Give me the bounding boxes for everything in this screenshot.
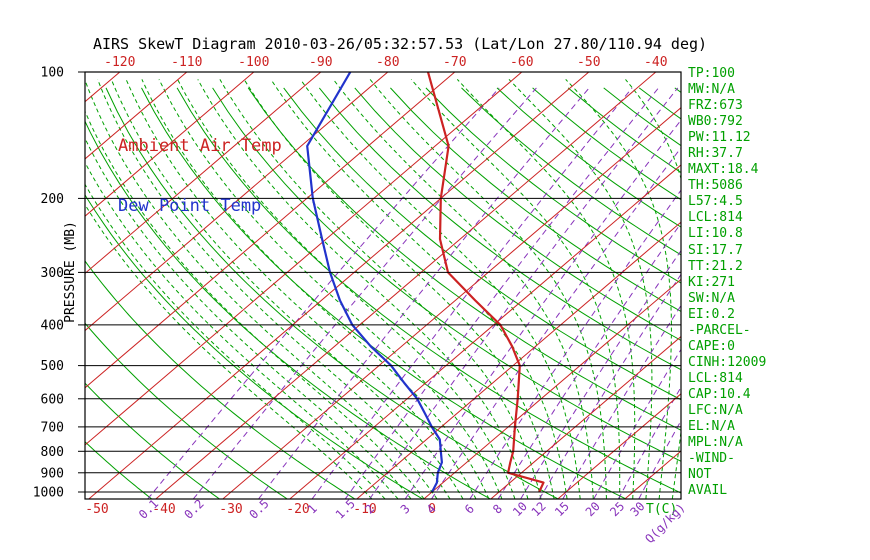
stat-line: LCL:814 — [688, 210, 743, 226]
svg-text:-120: -120 — [104, 55, 135, 70]
svg-text:800: 800 — [41, 445, 64, 460]
stat-line: MAXT:18.4 — [688, 162, 759, 178]
stat-line: LI:10.8 — [688, 226, 743, 242]
stat-line: TT:21.2 — [688, 258, 743, 274]
stat-line: L57:4.5 — [688, 194, 743, 210]
svg-text:-110: -110 — [171, 55, 202, 70]
stat-line: CAP:10.4 — [688, 386, 751, 402]
svg-text:300: 300 — [41, 266, 64, 281]
svg-text:1000: 1000 — [33, 486, 64, 501]
dewpoint-curve — [306, 72, 443, 493]
isotherm-lines — [85, 72, 681, 499]
svg-text:-20: -20 — [286, 502, 309, 517]
svg-text:0.5: 0.5 — [246, 497, 271, 522]
stat-line: EL:N/A — [688, 419, 735, 435]
svg-text:-70: -70 — [443, 55, 466, 70]
svg-text:20: 20 — [583, 499, 603, 519]
stat-line: LCL:814 — [688, 370, 743, 386]
svg-text:900: 900 — [41, 466, 64, 481]
svg-text:PRESSURE (MB): PRESSURE (MB) — [63, 221, 78, 323]
svg-text:500: 500 — [41, 359, 64, 374]
pressure-lines — [85, 71, 681, 493]
stat-line: AVAIL — [688, 483, 728, 499]
svg-text:0: 0 — [428, 502, 436, 517]
svg-text:-80: -80 — [376, 55, 399, 70]
stat-line: -WIND- — [688, 451, 735, 467]
svg-text:-100: -100 — [238, 55, 269, 70]
chart-title: AIRS SkewT Diagram 2010-03-26/05:32:57.5… — [92, 35, 708, 53]
plot-grid — [85, 72, 681, 499]
svg-text:8: 8 — [490, 502, 505, 517]
stats-panel: TP:100 MW:N/A FRZ:673 WB0:792 PW:11.12 RH:37.… — [688, 66, 766, 499]
svg-text:200: 200 — [41, 192, 64, 207]
stat-line: -PARCEL- — [688, 322, 751, 338]
stat-line: FRZ:673 — [688, 98, 743, 114]
svg-text:-40: -40 — [152, 502, 175, 517]
stat-line: KI:271 — [688, 274, 735, 290]
temperature-curve — [426, 72, 545, 493]
svg-text:-30: -30 — [219, 502, 242, 517]
svg-text:15: 15 — [552, 499, 572, 519]
svg-text:10: 10 — [510, 499, 530, 519]
stat-line: RH:37.7 — [688, 146, 743, 162]
stat-line: TP:100 — [688, 66, 735, 81]
svg-text:-50: -50 — [85, 502, 108, 517]
svg-text:6: 6 — [462, 502, 477, 517]
svg-text:600: 600 — [41, 392, 64, 407]
stat-line: SI:17.7 — [688, 242, 743, 258]
svg-text:0.1: 0.1 — [136, 497, 161, 522]
svg-text:100: 100 — [41, 66, 64, 81]
svg-text:-90: -90 — [309, 55, 332, 70]
svg-text:0.2: 0.2 — [181, 497, 206, 522]
stat-line: CAPE:0 — [688, 338, 735, 354]
stat-line: SW:N/A — [688, 290, 735, 306]
svg-text:12: 12 — [529, 499, 549, 519]
legend-ambient-air-temp: Ambient Air Temp — [118, 136, 282, 156]
stat-line: CINH:12009 — [688, 354, 767, 370]
stat-line: LFC:N/A — [688, 402, 743, 418]
stat-line: TH:5086 — [688, 178, 743, 194]
stat-line: MPL:N/A — [688, 435, 743, 451]
mixing-ratio-lines — [147, 87, 681, 499]
svg-text:25: 25 — [607, 499, 627, 519]
svg-text:-10: -10 — [353, 502, 376, 517]
svg-text:30: 30 — [628, 499, 648, 519]
stat-line: PW:11.12 — [688, 130, 751, 146]
stat-line: MW:N/A — [688, 82, 735, 98]
svg-text:T(C): T(C) — [646, 502, 677, 517]
svg-text:-60: -60 — [510, 55, 533, 70]
stat-line: EI:0.2 — [688, 306, 735, 322]
svg-text:700: 700 — [41, 420, 64, 435]
legend-dew-point-temp: Dew Point Temp — [118, 196, 262, 216]
svg-text:3: 3 — [398, 502, 413, 517]
plot-frame — [84, 71, 682, 500]
legend: Ambient Air Temp Dew Point Temp — [118, 96, 282, 256]
svg-text:-50: -50 — [577, 55, 600, 70]
svg-text:400: 400 — [41, 318, 64, 333]
stat-line: WB0:792 — [688, 114, 743, 130]
stat-line: NOT — [688, 467, 712, 483]
svg-text:1.5: 1.5 — [333, 497, 358, 522]
svg-text:-40: -40 — [644, 55, 667, 70]
